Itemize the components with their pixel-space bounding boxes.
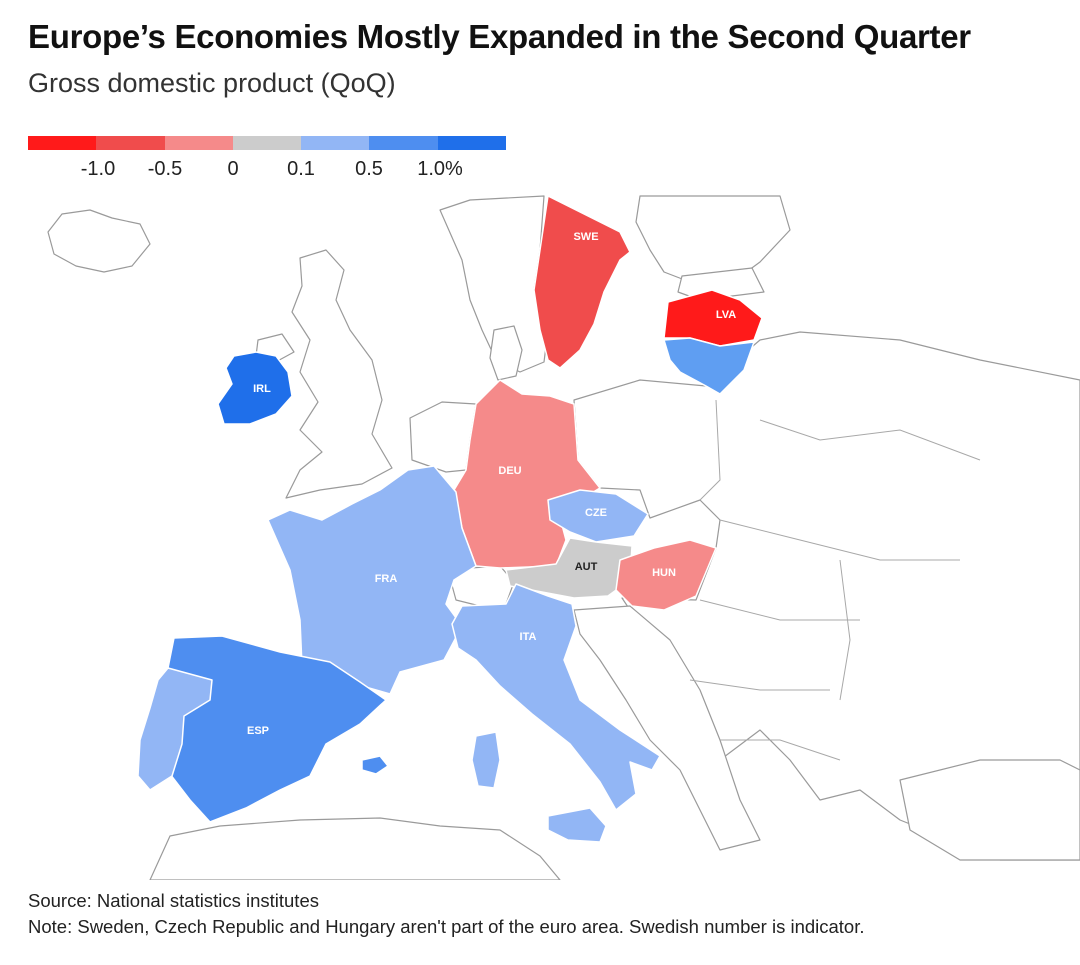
legend-tick-label: 0	[227, 158, 239, 180]
land-balkans	[573, 605, 761, 851]
country-lva[interactable]	[663, 289, 763, 347]
land-north-africa	[149, 817, 561, 880]
source-note: Source: National statistics institutes	[28, 890, 319, 911]
country-label-esp: ESP	[247, 725, 269, 737]
country-label-swe: SWE	[573, 231, 598, 243]
country-swe[interactable]	[533, 195, 631, 369]
country-ita[interactable]	[451, 583, 661, 811]
color-legend: -1.0 -0.5 0 0.1 0.5 1.0%	[28, 136, 506, 186]
border-line	[759, 419, 981, 461]
country-ita-sicily[interactable]	[547, 807, 607, 843]
border-line	[699, 599, 860, 621]
country-labels: SWE LVA IRL DEU CZE AUT HUN FRA ITA ESP	[247, 231, 736, 737]
border-line	[839, 559, 851, 701]
europe-map: SWE LVA IRL DEU CZE AUT HUN FRA ITA ESP	[47, 195, 1080, 880]
country-label-hun: HUN	[652, 567, 676, 579]
country-cze[interactable]	[547, 489, 649, 543]
legend-swatch	[437, 136, 506, 150]
country-label-lva: LVA	[716, 309, 736, 321]
country-label-fra: FRA	[375, 573, 398, 585]
legend-swatch	[28, 136, 97, 150]
legend-tick-label: -0.5	[147, 158, 183, 180]
legend-swatch	[96, 136, 165, 150]
country-ita-sardinia[interactable]	[471, 731, 501, 789]
land-switzerland	[449, 565, 515, 607]
country-label-irl: IRL	[253, 383, 271, 395]
country-irl[interactable]	[217, 351, 293, 425]
country-fra[interactable]	[267, 465, 477, 695]
country-ltu[interactable]	[663, 337, 755, 395]
border-line	[720, 739, 841, 761]
legend-tick-label: 1.0%	[417, 158, 463, 180]
border-line	[699, 399, 721, 501]
legend-swatch	[369, 136, 438, 150]
land-eastern-europe	[573, 331, 1080, 861]
legend-color-bar	[28, 136, 506, 150]
land-norway	[439, 195, 549, 373]
legend-swatch	[301, 136, 370, 150]
border-line	[719, 519, 960, 561]
country-label-aut: AUT	[575, 561, 598, 573]
legend-tick-label: 0.1	[287, 158, 315, 180]
land-denmark	[489, 325, 523, 381]
country-label-ita: ITA	[520, 631, 537, 643]
land-finland	[635, 195, 791, 285]
country-prt[interactable]	[137, 667, 213, 791]
land-great-britain	[285, 249, 393, 499]
country-deu[interactable]	[453, 379, 601, 569]
footnote: Note: Sweden, Czech Republic and Hungary…	[28, 916, 865, 937]
country-label-cze: CZE	[585, 507, 607, 519]
legend-ticks: -1.0 -0.5 0 0.1 0.5 1.0%	[28, 158, 506, 188]
land-iceland	[47, 209, 151, 273]
chart-title: Europe’s Economies Mostly Expanded in th…	[28, 18, 971, 55]
reporting-countries	[137, 195, 763, 843]
land-turkey	[899, 759, 1080, 861]
border-line	[689, 679, 830, 691]
country-label-deu: DEU	[498, 465, 521, 477]
legend-swatch	[232, 136, 302, 150]
legend-tick-label: 0.5	[355, 158, 383, 180]
country-esp-balearic[interactable]	[361, 755, 389, 775]
legend-swatch	[164, 136, 233, 150]
chart-subtitle: Gross domestic product (QoQ)	[28, 68, 396, 98]
basemap	[47, 195, 1080, 880]
land-estonia	[677, 267, 765, 301]
land-benelux	[409, 401, 477, 473]
legend-tick-label: -1.0	[80, 158, 116, 180]
country-hun[interactable]	[615, 539, 717, 611]
